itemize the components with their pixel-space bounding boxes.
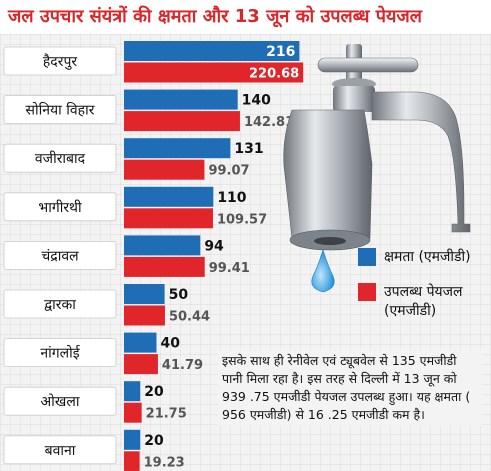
available-bar [124,111,240,132]
legend-available-swatch [358,283,376,301]
capacity-bar [124,186,214,207]
available-bar [124,451,140,471]
available-value-label: 19.23 [144,455,185,470]
capacity-value-label: 40 [160,336,180,352]
category-label: बवाना [45,443,76,459]
category-label: सोनिया विहार [26,102,95,119]
category-label-box [3,435,117,465]
category-label: भागीरथी [38,199,82,216]
category-label: नांगलोई [40,345,80,362]
category-labels: हैदरपुर सोनिया विहार वजीराबाद भागीरथी चंद्रा… [3,46,117,465]
available-bar [124,256,205,277]
available-value-label: 50.44 [169,310,210,325]
capacity-bar [124,89,238,110]
available-bar [124,402,142,423]
category-label-box [3,338,117,368]
category-label: ओखला [41,393,80,410]
water-drop-icon [311,248,335,293]
capacity-value-label: 131 [234,141,263,157]
available-value-label: 109.57 [217,212,267,227]
capacity-value-label: 140 [242,93,271,109]
category-label: वजीराबाद [35,150,86,167]
bars: 216 220.68 140 142.81 131 99.07 110 109.57 94 99.… [124,41,304,471]
capacity-bar [124,332,157,353]
category-label: हैदरपुर [43,53,78,70]
chart-title: जल उपचार संयंत्रों की क्षमता और 13 जून क… [0,0,491,34]
category-label-box [3,289,117,319]
category-label-box [3,143,117,173]
available-value-label: 41.79 [162,358,203,373]
capacity-bar [124,284,165,304]
capacity-value-label: 20 [144,384,164,400]
legend-capacity-swatch [358,248,376,266]
available-value-label: 142.81 [244,115,294,130]
capacity-value-label: 20 [144,433,164,449]
legend-capacity-label: क्षमता (एमजीडी) [384,249,471,265]
footnote-text: इसके साथ ही रेनीवेल एवं ट्यूबवेल से 135 … [218,350,482,426]
available-value-label: 21.75 [146,407,187,422]
capacity-bar [124,235,201,256]
available-bar [124,62,304,83]
capacity-bar [124,381,141,402]
legend-available-label-line1: उपलब्ध पेयजल [384,284,463,300]
category-label: द्वारका [44,297,76,313]
category-label-box [3,386,117,416]
available-value-label: 99.41 [209,261,250,276]
capacity-bar [124,138,231,159]
available-bar [124,305,165,326]
available-bar [124,159,205,180]
available-value-label: 220.68 [249,67,299,82]
capacity-value-label: 50 [169,287,189,303]
legend-available-label-line2: (एमजीडी) [384,303,437,319]
available-bar [124,354,158,375]
faucet-icon [283,44,471,251]
available-bar [124,208,213,229]
legend-capacity: क्षमता (एमजीडी) [358,248,471,267]
capacity-value-label: 216 [266,44,295,60]
capacity-bar [124,429,141,450]
category-label-box [3,240,117,270]
capacity-value-label: 110 [217,190,246,206]
capacity-value-label: 94 [204,238,224,254]
capacity-bar [124,41,300,61]
legend-available: उपलब्ध पेयजल (एमजीडी) [358,283,463,321]
category-label-box [3,46,117,76]
category-label-box [3,192,117,222]
category-label: चंद्रावल [41,248,79,264]
category-label-box [3,95,117,124]
available-value-label: 99.07 [208,164,249,179]
